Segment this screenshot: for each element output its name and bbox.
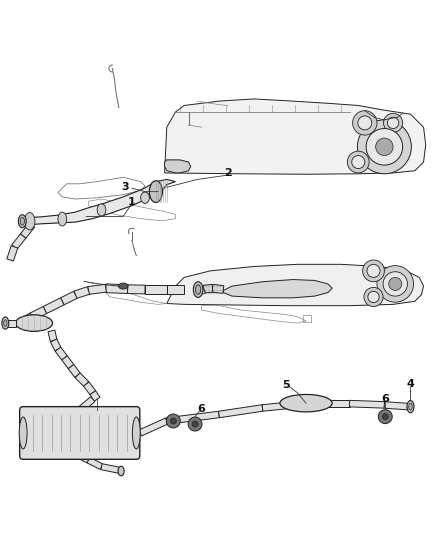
Polygon shape: [145, 285, 167, 294]
Circle shape: [357, 120, 411, 174]
Ellipse shape: [25, 213, 35, 230]
Polygon shape: [106, 284, 128, 294]
Text: 1: 1: [128, 197, 136, 207]
Polygon shape: [166, 411, 219, 424]
Text: 4: 4: [406, 379, 414, 389]
Circle shape: [364, 287, 383, 306]
Text: 6: 6: [381, 394, 389, 404]
Text: 5: 5: [283, 380, 290, 390]
Polygon shape: [127, 285, 145, 294]
Polygon shape: [101, 464, 120, 473]
Ellipse shape: [195, 285, 201, 294]
Ellipse shape: [149, 181, 162, 203]
Polygon shape: [212, 285, 224, 294]
Ellipse shape: [280, 394, 332, 412]
Circle shape: [389, 277, 402, 290]
Ellipse shape: [132, 417, 140, 449]
Polygon shape: [90, 391, 100, 401]
Polygon shape: [23, 180, 176, 225]
Ellipse shape: [18, 215, 26, 228]
Polygon shape: [43, 298, 64, 313]
Polygon shape: [78, 453, 90, 463]
Circle shape: [353, 111, 377, 135]
Polygon shape: [68, 365, 80, 377]
Ellipse shape: [193, 282, 203, 297]
Circle shape: [388, 117, 399, 128]
Ellipse shape: [19, 417, 27, 449]
Ellipse shape: [2, 317, 9, 329]
Polygon shape: [384, 402, 409, 410]
Polygon shape: [17, 313, 34, 327]
Ellipse shape: [97, 204, 106, 216]
Circle shape: [368, 292, 379, 303]
Ellipse shape: [15, 315, 53, 332]
Polygon shape: [21, 223, 35, 238]
Circle shape: [376, 138, 393, 156]
Circle shape: [192, 421, 198, 427]
Circle shape: [170, 418, 177, 424]
Polygon shape: [198, 286, 205, 295]
Polygon shape: [167, 264, 424, 305]
Ellipse shape: [409, 403, 412, 410]
FancyBboxPatch shape: [20, 407, 140, 459]
Polygon shape: [55, 347, 67, 360]
Circle shape: [367, 264, 380, 277]
Polygon shape: [78, 397, 95, 413]
Circle shape: [383, 272, 407, 296]
Text: 6: 6: [197, 404, 205, 414]
Ellipse shape: [141, 192, 149, 204]
Polygon shape: [139, 418, 168, 436]
Polygon shape: [165, 160, 191, 173]
Ellipse shape: [20, 217, 25, 225]
Circle shape: [384, 114, 403, 133]
Polygon shape: [223, 279, 332, 298]
Circle shape: [358, 116, 372, 130]
Ellipse shape: [118, 466, 124, 476]
Polygon shape: [75, 373, 89, 386]
Polygon shape: [30, 306, 47, 320]
Polygon shape: [50, 339, 61, 351]
Polygon shape: [84, 382, 95, 395]
Ellipse shape: [4, 320, 7, 326]
Polygon shape: [12, 234, 26, 249]
Polygon shape: [48, 330, 57, 341]
Polygon shape: [306, 400, 350, 407]
Polygon shape: [219, 405, 263, 418]
Polygon shape: [167, 285, 184, 294]
Circle shape: [166, 414, 180, 428]
Polygon shape: [62, 356, 74, 369]
Polygon shape: [6, 320, 16, 327]
Circle shape: [378, 410, 392, 424]
Polygon shape: [74, 287, 90, 298]
Circle shape: [382, 414, 389, 419]
Circle shape: [366, 128, 403, 165]
Circle shape: [188, 417, 202, 431]
Polygon shape: [60, 292, 77, 305]
Text: 2: 2: [224, 168, 232, 179]
Polygon shape: [350, 400, 385, 408]
Polygon shape: [7, 246, 18, 261]
Polygon shape: [87, 457, 103, 470]
Polygon shape: [165, 99, 426, 174]
Polygon shape: [262, 400, 306, 411]
Circle shape: [377, 265, 413, 302]
Circle shape: [352, 156, 365, 168]
Ellipse shape: [118, 283, 128, 289]
Ellipse shape: [407, 400, 414, 413]
Text: 3: 3: [122, 182, 129, 192]
Polygon shape: [88, 285, 106, 294]
Circle shape: [363, 260, 385, 282]
Polygon shape: [203, 285, 213, 293]
Circle shape: [347, 151, 369, 173]
Ellipse shape: [58, 212, 67, 226]
